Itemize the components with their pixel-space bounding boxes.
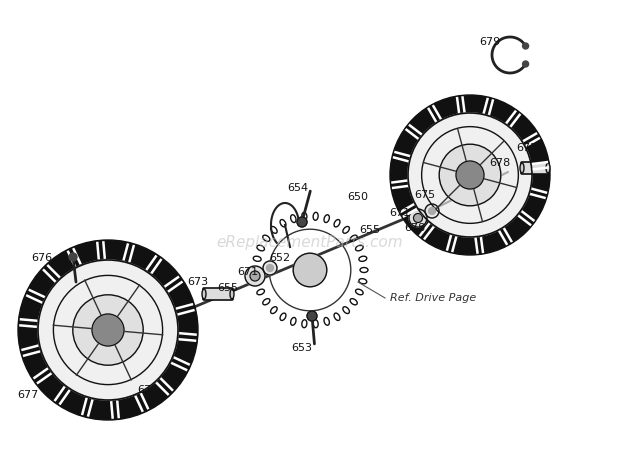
Text: Ref. Drive Page: Ref. Drive Page xyxy=(390,293,476,303)
Circle shape xyxy=(414,213,422,223)
Text: 677: 677 xyxy=(17,390,38,400)
Circle shape xyxy=(307,311,317,321)
Text: 671: 671 xyxy=(389,208,410,218)
Text: 654: 654 xyxy=(288,183,309,193)
Text: 678: 678 xyxy=(404,223,425,233)
Circle shape xyxy=(245,266,265,286)
Text: 675: 675 xyxy=(414,190,436,200)
Circle shape xyxy=(297,217,307,227)
Circle shape xyxy=(293,253,327,287)
Text: 655: 655 xyxy=(218,283,239,293)
FancyBboxPatch shape xyxy=(203,288,233,300)
FancyBboxPatch shape xyxy=(521,162,549,174)
Text: 652: 652 xyxy=(270,253,291,263)
Circle shape xyxy=(38,260,178,400)
Text: 673: 673 xyxy=(187,277,208,287)
Circle shape xyxy=(18,240,198,420)
Circle shape xyxy=(390,95,550,255)
Text: 675: 675 xyxy=(138,385,159,395)
Circle shape xyxy=(439,144,501,206)
Ellipse shape xyxy=(520,163,524,173)
Text: 671: 671 xyxy=(237,267,259,277)
Text: 653: 653 xyxy=(291,343,312,353)
Text: 673: 673 xyxy=(516,143,538,153)
Ellipse shape xyxy=(202,289,206,299)
Text: 678: 678 xyxy=(489,158,511,168)
Circle shape xyxy=(523,61,529,67)
Text: 650: 650 xyxy=(347,192,368,202)
Text: 679: 679 xyxy=(479,37,500,47)
Circle shape xyxy=(428,207,435,214)
Circle shape xyxy=(456,161,484,189)
Circle shape xyxy=(73,295,143,365)
Circle shape xyxy=(92,314,124,346)
Circle shape xyxy=(263,261,277,275)
Circle shape xyxy=(267,265,273,271)
Ellipse shape xyxy=(230,289,234,299)
Circle shape xyxy=(425,204,439,218)
Text: 655: 655 xyxy=(360,225,381,235)
Text: 676: 676 xyxy=(32,253,53,263)
Circle shape xyxy=(250,271,260,281)
Circle shape xyxy=(409,209,427,227)
Circle shape xyxy=(408,113,532,237)
Text: eReplacementParts.com: eReplacementParts.com xyxy=(216,235,404,250)
Ellipse shape xyxy=(546,163,550,173)
Circle shape xyxy=(523,43,529,49)
Circle shape xyxy=(69,253,77,261)
